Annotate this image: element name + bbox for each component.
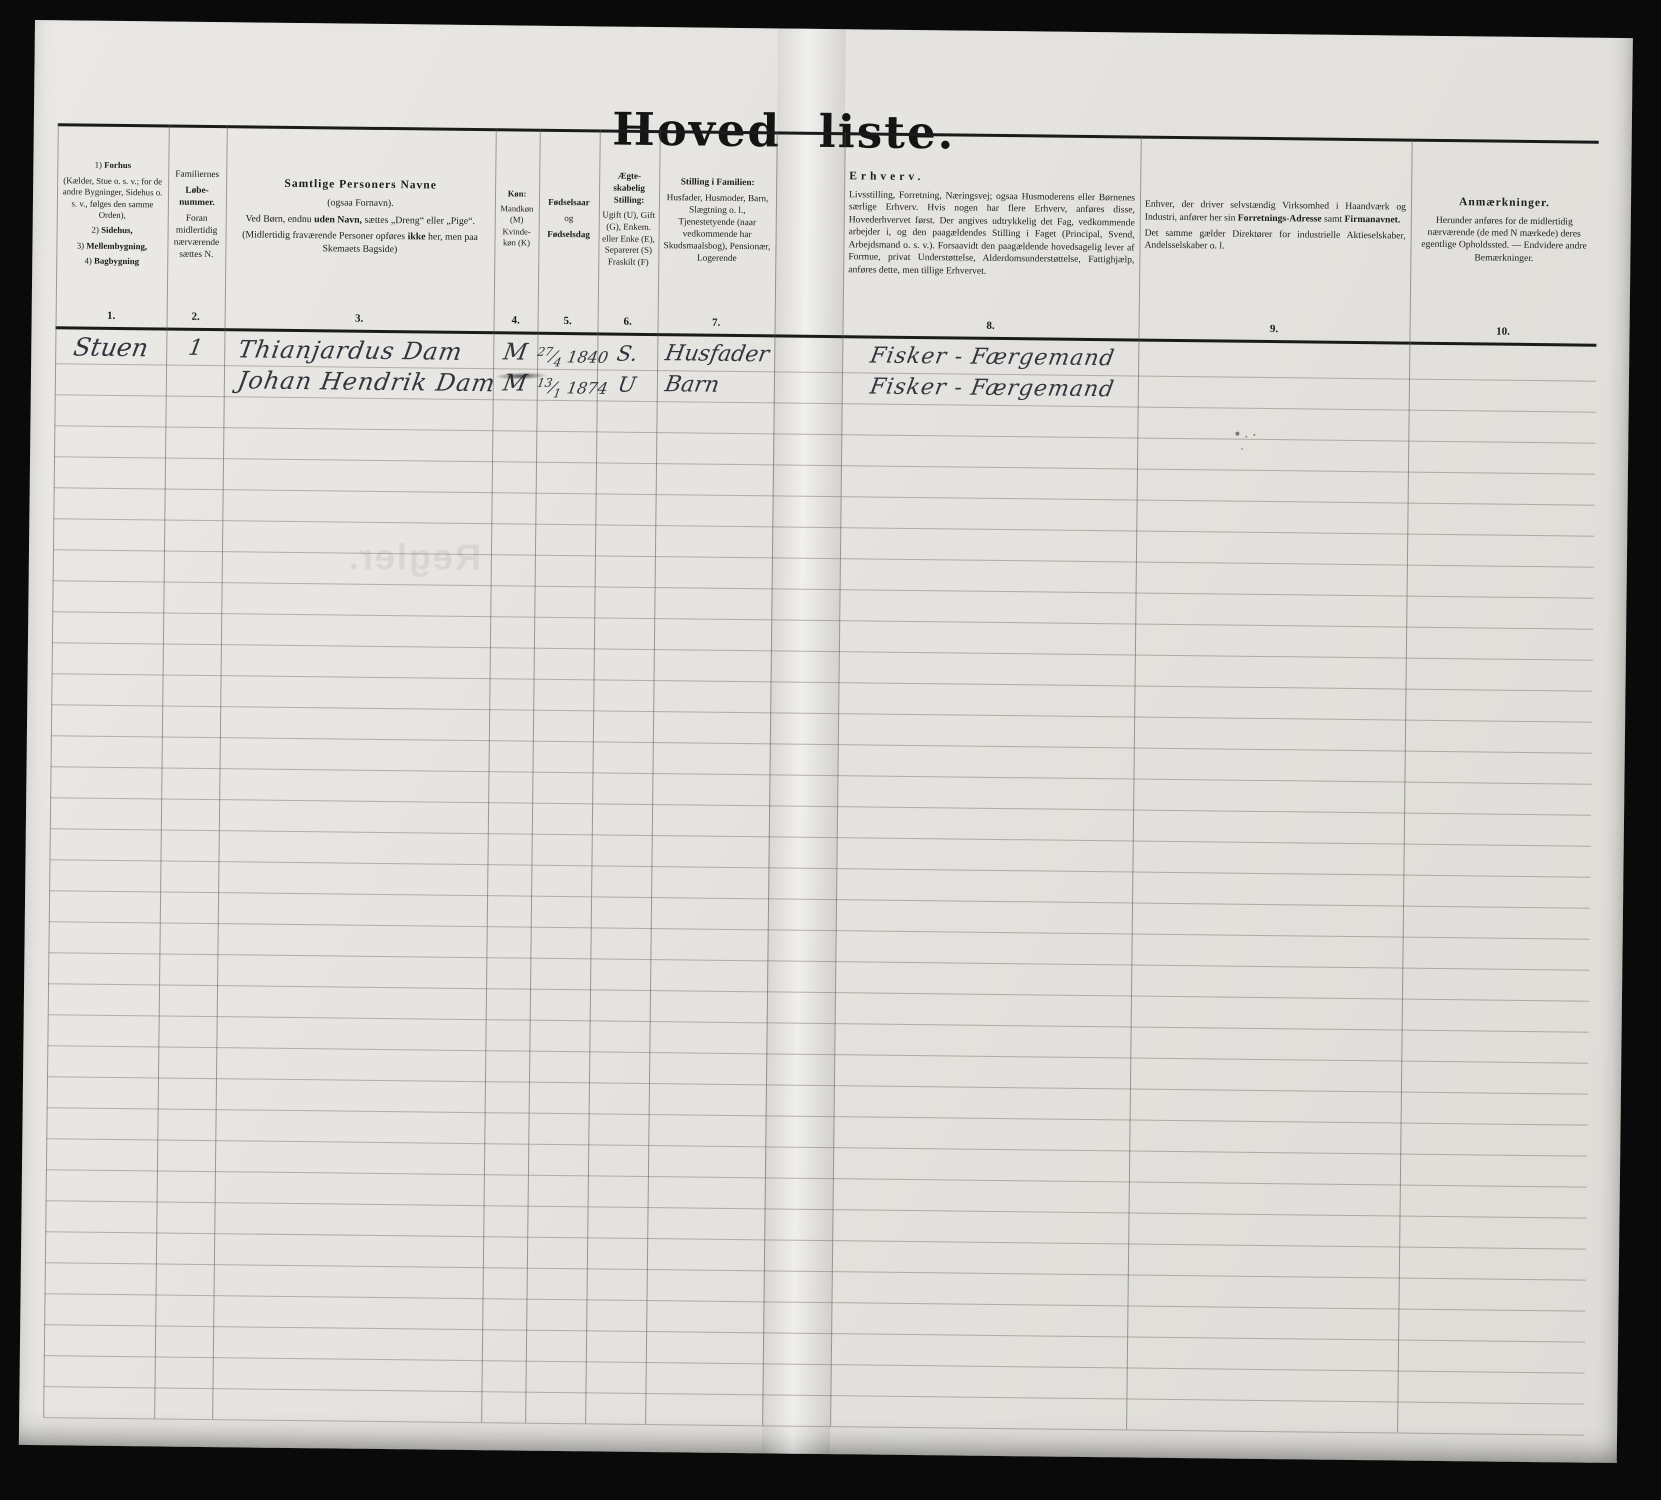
- column-header-c4: Køn: Mandkøn (M) Kvinde-køn (K) 4.: [494, 131, 540, 326]
- column-header-c3: Samtlige Personers Navne (ogsaa Fornavn).…: [225, 128, 496, 325]
- column-number-c1: 1.: [106, 309, 116, 322]
- ink-smudge: [494, 371, 548, 381]
- column-number-c4: 4.: [511, 314, 520, 327]
- entry-1-c7: Husfader: [663, 341, 772, 368]
- column-header-c8: Erhverv. Livsstilling, Forretning, Næring…: [843, 135, 1141, 331]
- entry-1-c6: S.: [615, 341, 640, 366]
- column-header-c5: Fødselsaar og Fødselsdag 5.: [538, 132, 600, 327]
- entry-1-c1: Stuen: [71, 332, 151, 363]
- entry-1-c4: M: [501, 339, 530, 366]
- entry-1-c5: 27⁄4 1840: [536, 344, 610, 370]
- ink-specks: [1235, 431, 1240, 436]
- entry-2-c8: Fisker - Færgemand: [867, 374, 1117, 403]
- column-number-c8: 8.: [986, 319, 995, 332]
- census-sheet: Regler. Hoved liste. 1) Forhus(Kælder, S…: [18, 20, 1633, 1464]
- column-number-c2: 2.: [191, 310, 200, 323]
- entry-2-c3: Johan Hendrik Dam: [235, 366, 498, 398]
- entry-2-c7: Barn: [662, 372, 722, 398]
- column-number-c9: 9.: [1269, 322, 1279, 335]
- column-header-c10: Anmærkninger. Herunder anføres for de mid…: [1410, 142, 1599, 338]
- column-header-c2: Familiernes Løbe-nummer. Foran midlertidig…: [167, 128, 227, 322]
- column-number-c3: 3.: [354, 312, 364, 325]
- entry-1-c2: 1: [186, 335, 205, 361]
- column-number-c7: 7.: [711, 316, 721, 329]
- column-header-c9: Enhver, der driver selvstændig Virksomhe…: [1139, 139, 1412, 335]
- column-header-c1: 1) Forhus (Kælder, Stue o. s. v.; for de …: [56, 126, 169, 322]
- entry-1-c3: Thianjardus Dam: [235, 335, 465, 366]
- column-divider: [43, 123, 59, 1418]
- column-header-c6: Ægte-skabelig Stilling: Ugift (U), Gift (…: [598, 132, 660, 328]
- entry-2-c6: U: [616, 372, 638, 397]
- column-number-c5: 5.: [563, 314, 572, 327]
- column-number-c10: 10.: [1496, 325, 1511, 338]
- bleed-through-text: Regler.: [346, 536, 482, 578]
- entry-1-c8: Fisker - Færgemand: [868, 343, 1117, 372]
- column-number-c6: 6.: [623, 315, 632, 328]
- column-header-c7: Stilling i Familien: Husfader, Husmoder, …: [658, 133, 777, 328]
